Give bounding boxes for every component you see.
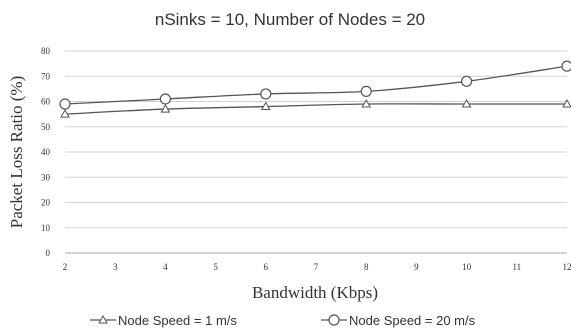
data-point-triangle [98, 314, 108, 324]
x-tick-label: 6 [264, 262, 269, 272]
legend-label: Node Speed = 20 m/s [349, 313, 476, 328]
data-point-triangle [562, 99, 571, 108]
data-point-circle [59, 98, 71, 110]
legend-item-1: Node Speed = 1 m/s [90, 313, 237, 328]
chart-title: nSinks = 10, Number of Nodes = 20 [155, 10, 425, 29]
y-tick-label: 20 [41, 198, 51, 208]
data-point-triangle [60, 109, 70, 118]
series-group [59, 60, 571, 118]
data-point-circle [328, 314, 340, 326]
y-tick-label: 10 [41, 223, 51, 233]
x-tick-label: 10 [462, 262, 472, 272]
grid [65, 50, 567, 229]
data-point-circle [159, 93, 171, 105]
series-line [64, 103, 567, 115]
y-tick-label: 50 [41, 122, 51, 132]
data-point-circle [360, 85, 372, 98]
data-point-circle [461, 75, 473, 87]
x-tick-label: 4 [163, 262, 168, 272]
x-tick-label: 9 [414, 262, 419, 272]
legend-label: Node Speed = 1 m/s [118, 313, 237, 328]
x-tick-label: 11 [512, 262, 521, 272]
y-tick-label: 70 [41, 71, 51, 81]
data-point-triangle [160, 104, 171, 113]
legend: Node Speed = 1 m/s Node Speed = 20 m/s [90, 313, 476, 328]
y-tick-label: 80 [41, 46, 51, 56]
data-point-triangle [260, 101, 271, 111]
y-axis-label: Packet Loss Ratio (%) [7, 76, 26, 229]
y-tick-label: 40 [41, 147, 51, 157]
x-tick-label: 2 [63, 262, 68, 272]
series-2 [59, 60, 571, 110]
x-tick-label: 7 [314, 262, 319, 272]
y-tick-label: 30 [41, 172, 51, 182]
x-axis-label: Bandwidth (Kbps) [252, 283, 378, 302]
y-tick-labels: 0 10 20 30 40 50 60 70 80 [41, 46, 51, 258]
legend-item-2: Node Speed = 20 m/s [321, 313, 476, 328]
data-point-circle [260, 88, 272, 100]
data-point-circle [561, 60, 571, 72]
x-tick-label: 5 [213, 262, 218, 272]
x-tick-label: 12 [563, 262, 571, 272]
y-tick-label: 0 [46, 248, 51, 258]
x-tick-labels: 2 3 4 5 6 7 8 9 10 11 12 [63, 262, 571, 272]
series-1 [60, 99, 571, 118]
y-tick-label: 60 [41, 97, 51, 107]
x-tick-label: 3 [113, 262, 118, 272]
series-line [64, 65, 568, 105]
data-point-triangle [461, 99, 472, 108]
data-point-triangle [361, 99, 372, 108]
x-tick-label: 8 [364, 262, 369, 272]
